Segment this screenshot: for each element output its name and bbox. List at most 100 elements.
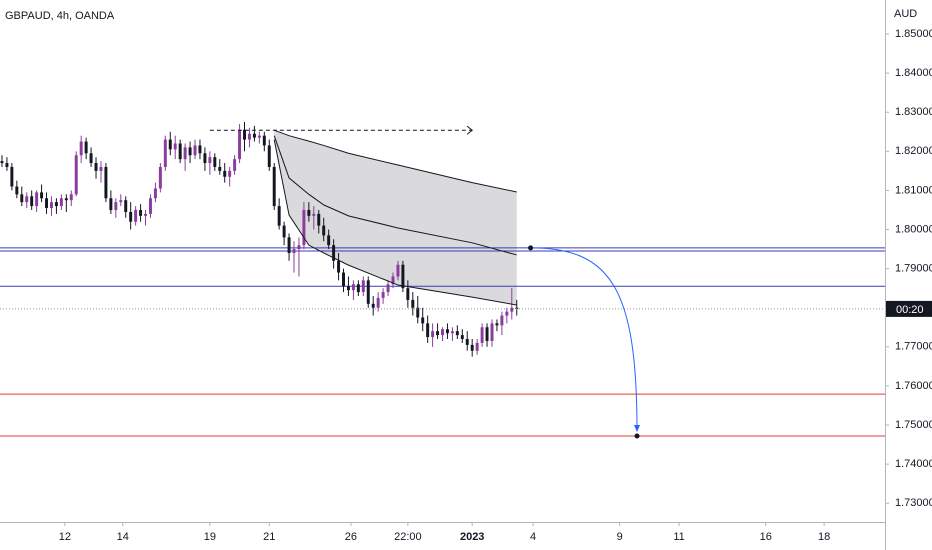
candle-body <box>287 237 291 253</box>
candle-body <box>426 323 430 338</box>
candle-body <box>421 317 425 324</box>
candle-body <box>337 260 341 273</box>
x-tick-label: 21 <box>263 531 275 543</box>
candle-body <box>218 166 222 171</box>
chart-title: GBPAUD, 4h, OANDA <box>5 10 115 22</box>
candle-body <box>0 161 4 164</box>
candle-body <box>79 141 83 156</box>
y-tick-label: 1.76000 <box>895 380 932 392</box>
candle-body <box>346 286 350 291</box>
candle-body <box>64 198 68 201</box>
candle-body <box>371 303 375 308</box>
candle-body <box>89 153 93 164</box>
candle-body <box>139 209 143 216</box>
indicator-line <box>273 135 517 256</box>
candle-body <box>134 209 138 222</box>
y-tick-label: 1.75000 <box>895 419 932 431</box>
candle-body <box>40 192 44 199</box>
candle-body <box>223 170 227 177</box>
candle-body <box>396 264 400 277</box>
x-tick-label: 16 <box>760 531 772 543</box>
projection-arrow <box>530 247 638 431</box>
candle-body <box>238 129 242 160</box>
indicator-line <box>274 129 517 193</box>
candle-body <box>163 139 167 167</box>
candle-body <box>431 331 435 338</box>
candle-body <box>74 155 78 195</box>
candle-body <box>99 166 103 171</box>
x-tick-label: 12 <box>59 531 71 543</box>
candle-body <box>109 198 113 210</box>
candle-body <box>401 264 405 289</box>
candle-body <box>292 249 296 253</box>
candle-body <box>317 213 321 226</box>
x-tick-label: 9 <box>617 531 623 543</box>
y-tick-label: 1.81000 <box>895 184 932 196</box>
candle-body <box>411 299 415 308</box>
projection-head <box>634 424 641 432</box>
candle-body <box>252 133 256 138</box>
candle-body <box>54 202 58 207</box>
candle-body <box>178 143 182 160</box>
candle-body <box>302 209 306 246</box>
candle-body <box>470 344 474 351</box>
candle-body <box>267 145 271 167</box>
candle-body <box>500 315 504 326</box>
candle-body <box>361 280 365 293</box>
candle-body <box>277 206 281 226</box>
candle-body <box>144 213 148 216</box>
candle-body <box>455 331 459 336</box>
candle-body <box>193 145 197 156</box>
candle-body <box>228 170 232 177</box>
candle-body <box>441 329 444 336</box>
candle-body <box>450 331 454 334</box>
x-tick-label: 14 <box>117 531 129 543</box>
candle-body <box>188 147 192 156</box>
candle-body <box>59 198 63 207</box>
y-tick-label: 1.80000 <box>895 223 932 235</box>
x-tick-label: 4 <box>530 531 536 543</box>
projection-start <box>528 245 534 251</box>
price-label-box <box>886 300 932 317</box>
candle-body <box>243 129 246 140</box>
y-tick-label: 1.77000 <box>895 341 932 353</box>
indicator-band-fill <box>274 130 517 305</box>
candle-body <box>312 213 316 216</box>
candle-body <box>505 311 509 316</box>
candle-body <box>272 166 276 207</box>
x-tick-label: 19 <box>204 531 216 543</box>
candle-body <box>475 342 479 351</box>
y-tick-label: 1.84000 <box>895 67 932 79</box>
candle-body <box>124 200 128 212</box>
candle-body <box>30 196 34 207</box>
y-tick-label: 1.73000 <box>895 497 932 509</box>
candle-body <box>45 198 49 209</box>
candle-body <box>342 272 345 287</box>
axis-unit: AUD <box>894 8 917 20</box>
indicator-line <box>273 139 517 306</box>
candle-body <box>173 143 177 150</box>
candle-body <box>386 284 390 293</box>
candle-body <box>297 245 301 250</box>
candle-body <box>307 209 311 216</box>
x-tick-label: 26 <box>345 531 357 543</box>
candle-body <box>510 307 514 312</box>
candle-body <box>10 166 14 187</box>
candle-body <box>282 225 286 238</box>
x-tick-label: 2023 <box>460 531 484 543</box>
candle-body <box>257 135 261 138</box>
projection-end <box>634 433 640 439</box>
candle-body <box>233 159 237 171</box>
y-tick-label: 1.74000 <box>895 458 932 470</box>
candle-body <box>381 292 385 298</box>
candle-body <box>376 297 380 308</box>
y-tick-label: 1.82000 <box>895 145 932 157</box>
candle-body <box>35 192 39 207</box>
candle-body <box>15 186 19 195</box>
candle-body <box>104 166 108 199</box>
candle-body <box>262 135 266 146</box>
candle-body <box>356 284 360 293</box>
y-tick-label: 1.85000 <box>895 28 932 40</box>
